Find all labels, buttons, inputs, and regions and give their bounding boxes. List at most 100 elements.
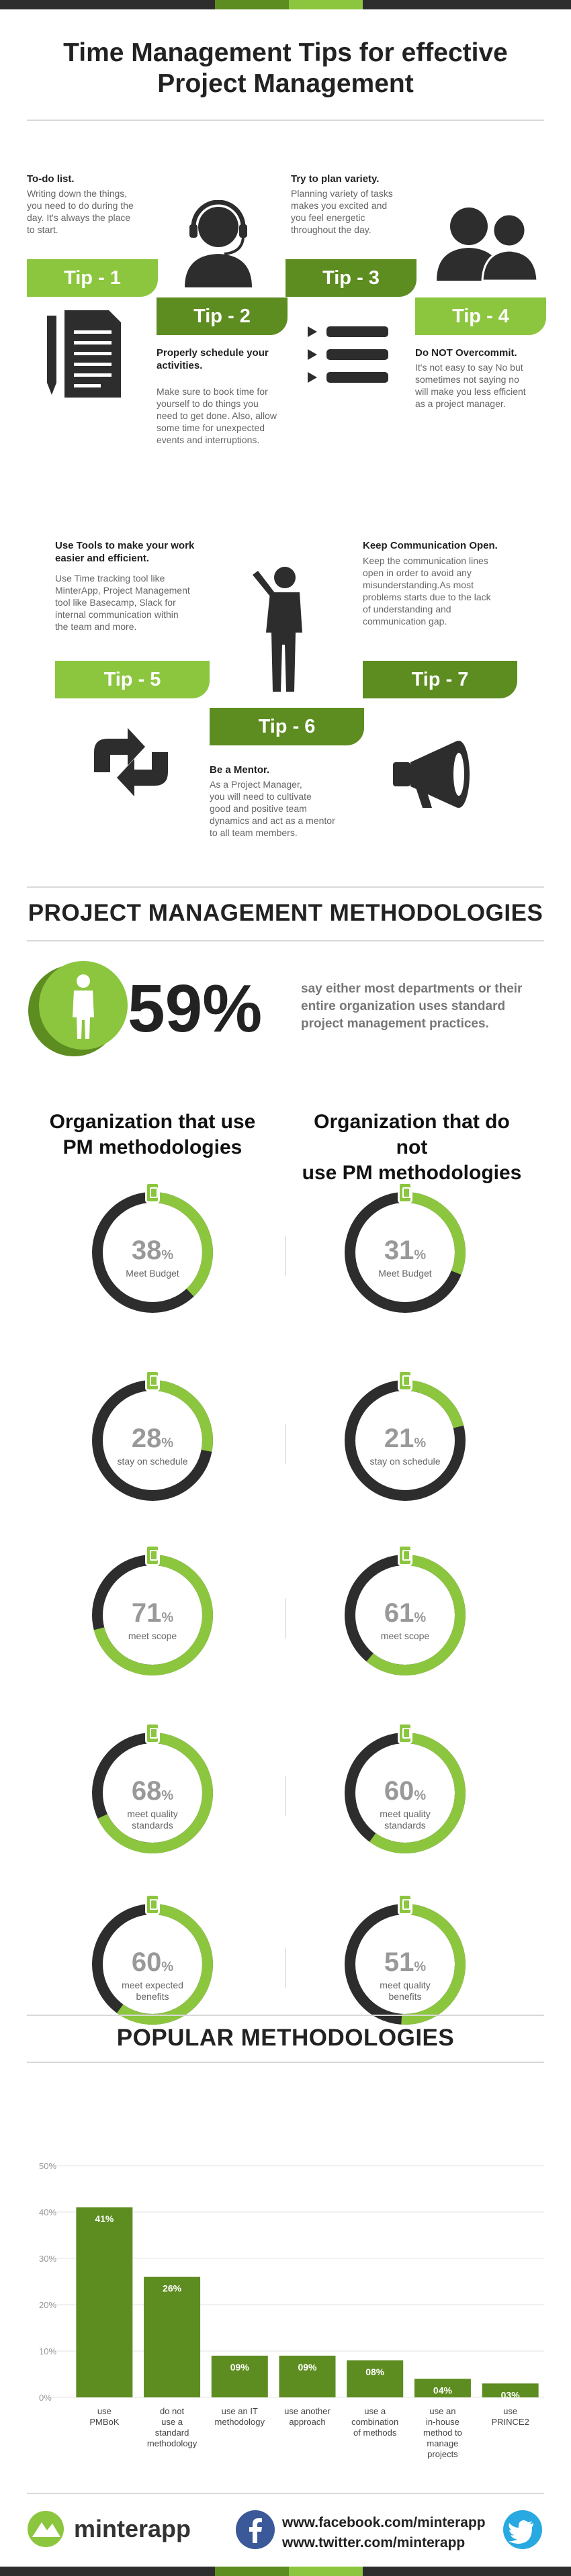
right-column-title: Organization that do not use PM methodolo… — [302, 1111, 522, 1184]
x-category-label: use an — [429, 2406, 455, 2416]
tip-7-heading: Keep Communication Open. — [363, 540, 498, 551]
stat-value: 59% — [128, 971, 263, 1046]
divider — [27, 886, 544, 888]
x-category-label: approach — [289, 2417, 325, 2427]
methodologies-title: PROJECT MANAGEMENT METHODOLOGIES — [28, 900, 543, 926]
device-tag-icon — [398, 1370, 412, 1391]
right-donut-3: 61% meet scope — [341, 1545, 469, 1679]
tip-2-heading: Properly schedule your activities. — [157, 347, 269, 371]
divider — [27, 2015, 544, 2016]
refresh-arrows-icon — [94, 728, 168, 796]
minterapp-logo-icon — [28, 2511, 64, 2547]
tip-2-tab: Tip - 2 — [157, 297, 288, 335]
divider — [27, 2062, 544, 2063]
column-divider — [285, 1947, 286, 1988]
x-category-label: combination — [351, 2417, 398, 2427]
x-category-label: projects — [427, 2449, 458, 2459]
column-divider — [285, 1236, 286, 1276]
tip-7-tab: Tip - 7 — [363, 661, 517, 698]
donut-percent: 68% — [131, 1776, 174, 1806]
divider — [27, 2493, 544, 2494]
stat-text: say either most departments or their enti… — [301, 982, 523, 1031]
donut-percent: 60% — [384, 1776, 427, 1806]
tip-1-tab: Tip - 1 — [27, 259, 158, 297]
y-tick-label: 40% — [39, 2207, 56, 2217]
bar-6 — [414, 2379, 471, 2397]
list-icon — [308, 326, 388, 383]
bar-5 — [347, 2360, 404, 2397]
donut-percent: 28% — [131, 1424, 174, 1453]
left-donut-2: 28% stay on schedule — [89, 1370, 216, 1504]
bar-value-label: 09% — [230, 2362, 250, 2373]
tip-6-body: As a Project Manager, you will need to cu… — [210, 779, 335, 838]
page-title: Time Management Tips for effective Projec… — [63, 38, 508, 98]
x-category-label: do not — [160, 2406, 185, 2416]
donut-label: stay on schedule — [117, 1456, 188, 1467]
tip-6-heading: Be a Mentor. — [210, 764, 270, 776]
device-tag-icon — [398, 1894, 412, 1915]
donut-label: Meet Budget — [126, 1268, 179, 1279]
column-divider — [285, 1776, 286, 1816]
y-tick-label: 0% — [39, 2393, 52, 2403]
x-category-label: manage — [427, 2438, 458, 2448]
bar-2 — [144, 2276, 201, 2397]
tip-5-tab: Tip - 5 — [55, 661, 210, 698]
x-category-label: use a — [161, 2417, 183, 2427]
tip-3-tab: Tip - 3 — [286, 259, 416, 297]
tip-1-body: Writing down the things, you need to do d… — [27, 188, 134, 235]
device-tag-icon — [145, 1182, 160, 1203]
brand-name: minterapp — [74, 2515, 191, 2542]
donut-label: meet quality standards — [127, 1808, 178, 1831]
device-tag-icon — [398, 1182, 412, 1203]
bar-value-label: 26% — [163, 2283, 182, 2294]
donut-label: meet expected benefits — [122, 1980, 183, 2002]
facebook-icon[interactable] — [235, 2510, 275, 2550]
left-column-title: Organization that use PM methodologies — [49, 1111, 256, 1158]
y-tick-label: 30% — [39, 2254, 56, 2264]
donut-label: meet scope — [380, 1630, 430, 1641]
right-donut-1: 31% Meet Budget — [341, 1182, 469, 1316]
bar-4 — [279, 2355, 336, 2397]
tip-3-heading: Try to plan variety. — [291, 173, 380, 185]
tip-4-tab: Tip - 4 — [415, 297, 546, 335]
tip-7-body: Keep the communication lines open in orde… — [363, 555, 491, 627]
facebook-link[interactable]: www.facebook.com/minterapp — [282, 2515, 486, 2530]
x-category-label: method to — [423, 2428, 462, 2438]
twitter-icon[interactable] — [502, 2510, 543, 2550]
megaphone-icon — [393, 741, 470, 808]
x-category-label: use an IT — [222, 2406, 258, 2416]
headset-person-icon — [185, 200, 252, 287]
y-tick-label: 10% — [39, 2346, 56, 2356]
right-donut-5: 51% meet quality benefits — [341, 1894, 469, 2028]
x-category-label: use another — [284, 2406, 331, 2416]
bar-value-label: 41% — [95, 2213, 114, 2224]
donut-label: Meet Budget — [378, 1268, 432, 1279]
device-tag-icon — [145, 1722, 160, 1744]
bottom-color-bar — [0, 2567, 571, 2576]
device-tag-icon — [398, 1722, 412, 1744]
footer-logo: minterapp — [27, 2510, 191, 2548]
tip-4-heading: Do NOT Overcommit. — [415, 347, 517, 359]
x-category-label: standard — [155, 2428, 189, 2438]
presenter-icon — [253, 567, 302, 692]
x-category-label: in-house — [426, 2417, 459, 2427]
twitter-link[interactable]: www.twitter.com/minterapp — [282, 2535, 466, 2550]
social-links: www.facebook.com/minterapp www.twitter.c… — [282, 2513, 486, 2553]
donut-label: meet quality standards — [380, 1808, 431, 1831]
x-category-label: use — [503, 2406, 517, 2416]
tip-3-body: Planning variety of tasks makes you excit… — [291, 188, 393, 235]
x-category-label: methodology — [147, 2438, 197, 2448]
top-color-bar — [0, 0, 571, 9]
left-donut-3: 71% meet scope — [89, 1545, 216, 1679]
donut-label: stay on schedule — [369, 1456, 441, 1467]
x-category-label: use — [97, 2406, 112, 2416]
person-circle-icon — [28, 961, 128, 1056]
y-tick-label: 20% — [39, 2300, 56, 2310]
right-donut-2: 21% stay on schedule — [341, 1370, 469, 1504]
device-tag-icon — [145, 1545, 160, 1566]
left-donut-5: 60% meet expected benefits — [89, 1894, 216, 2028]
column-divider — [285, 1598, 286, 1639]
donut-percent: 38% — [131, 1236, 174, 1265]
bar-7 — [482, 2383, 539, 2397]
device-tag-icon — [145, 1370, 160, 1391]
